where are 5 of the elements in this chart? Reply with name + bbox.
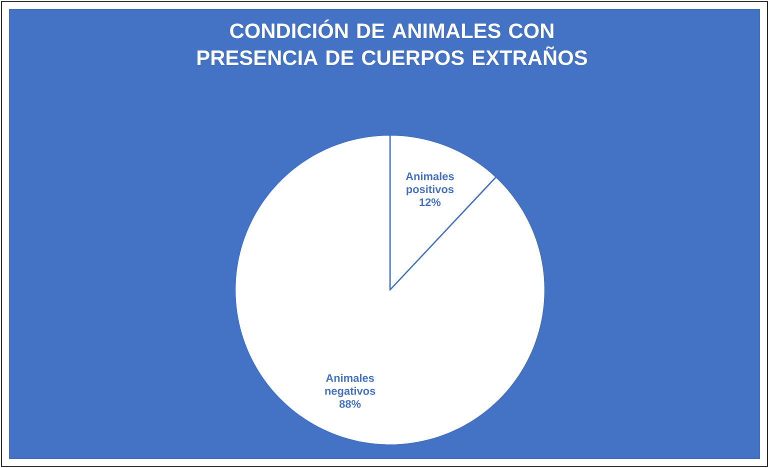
slice-label: Animales positivos bbox=[406, 172, 454, 196]
data-label: 88% bbox=[339, 400, 361, 408]
data-label: 12% bbox=[420, 198, 441, 206]
chart-title: CONDICIÓN DE ANIMALES CON PRESENCIA DE CUERPOS EXTRAÑOS bbox=[198, 20, 588, 66]
slice-label: Animales negativos bbox=[325, 374, 376, 398]
